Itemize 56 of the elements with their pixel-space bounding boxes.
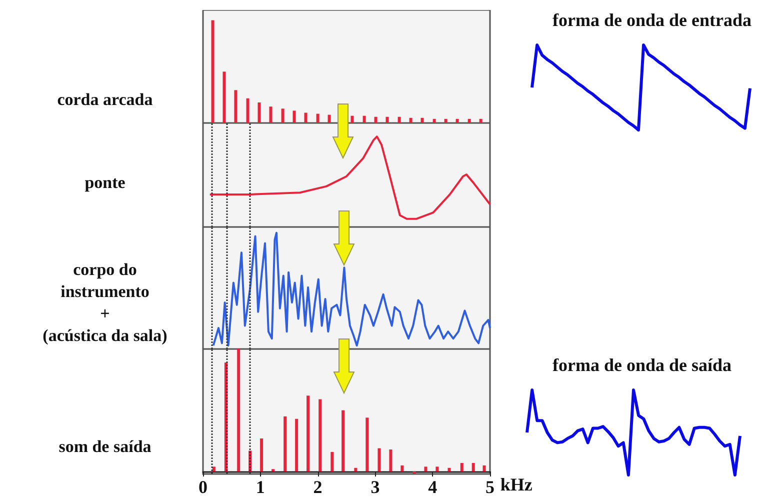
bar	[292, 110, 296, 123]
y-axis-title: ponte	[84, 172, 126, 194]
bar	[374, 116, 378, 123]
bar	[281, 108, 284, 123]
bar	[472, 462, 475, 472]
bar	[328, 114, 331, 123]
bar	[350, 116, 354, 123]
bar	[424, 466, 428, 472]
x-tick-label: 3	[370, 477, 380, 497]
bar	[330, 452, 334, 472]
bar	[284, 416, 287, 472]
x-tick-label: 1	[256, 477, 265, 497]
bar	[456, 118, 459, 123]
x-tick-label: 0	[198, 477, 208, 497]
chart-title: forma de onda de saída	[552, 355, 732, 375]
bar	[316, 114, 320, 123]
chart-title: forma de onda de entrada	[552, 10, 752, 30]
bar	[342, 410, 345, 472]
bar	[318, 399, 322, 472]
bar	[258, 102, 261, 123]
bar	[362, 116, 366, 123]
bar	[378, 448, 381, 472]
bar	[482, 465, 486, 472]
bar	[420, 118, 424, 123]
bar	[269, 106, 272, 123]
y-axis-title: corpo do instrumento + (acústica da sala)	[42, 259, 168, 347]
bar	[237, 349, 240, 472]
bar	[234, 90, 238, 123]
bar	[398, 116, 401, 123]
bar	[460, 462, 464, 472]
bar	[260, 438, 264, 472]
bar	[211, 20, 214, 123]
bar	[246, 98, 250, 123]
x-tick-label: 4	[428, 477, 438, 497]
bar	[448, 468, 451, 472]
bar	[468, 118, 471, 123]
bar	[304, 112, 308, 123]
bar	[389, 449, 392, 472]
bar	[400, 465, 404, 472]
y-axis-title: corda arcada	[56, 89, 154, 111]
bar	[436, 466, 439, 472]
bar	[366, 418, 369, 472]
bar	[295, 418, 298, 472]
bar	[479, 118, 482, 123]
bar	[409, 118, 412, 123]
x-axis-title: kHz	[500, 474, 532, 495]
x-tick-label: 5	[486, 477, 494, 497]
bar	[222, 72, 226, 123]
bar	[354, 468, 358, 472]
bar	[432, 118, 436, 123]
bar	[272, 469, 275, 472]
bar	[444, 118, 448, 123]
bar	[386, 116, 389, 123]
x-tick-label: 2	[313, 477, 322, 497]
y-axis-title: som de saída	[58, 436, 152, 458]
bar	[306, 396, 310, 472]
